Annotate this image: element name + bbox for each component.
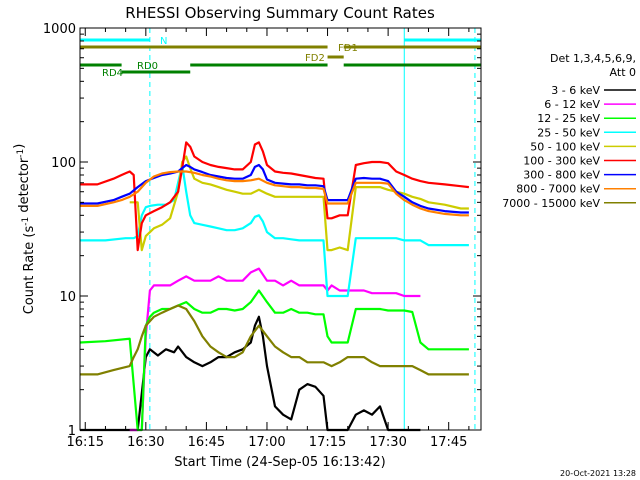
state-label-n: N <box>160 36 167 47</box>
x-tick-label: 17:45 <box>430 435 467 450</box>
y-tick-label: 1000 <box>43 22 76 37</box>
legend-label-300-800-kev: 300 - 800 keV <box>523 169 600 182</box>
y-axis-label: Count Rate (s-1 detector-1) <box>12 144 37 315</box>
legend-label-100-300-kev: 100 - 300 keV <box>523 155 600 168</box>
legend-label-12-25-kev: 12 - 25 keV <box>537 112 600 125</box>
y-tick-label: 10 <box>59 290 76 305</box>
x-tick-label: 17:00 <box>248 435 285 450</box>
x-axis-label: Start Time (24-Sep-05 16:13:42) <box>174 455 385 470</box>
x-tick-label: 16:45 <box>188 435 225 450</box>
legend-subtitle: Att 0 <box>610 66 636 79</box>
legend-label-50-100-kev: 50 - 100 keV <box>530 140 600 153</box>
series-300-800-kev <box>80 163 469 214</box>
instrument-state-bars: N FD1 FD2 RD0 RD4 <box>80 36 481 79</box>
legend-label-7000-15000-kev: 7000 - 15000 keV <box>502 197 600 210</box>
series-25-50-kev <box>80 163 469 298</box>
x-tick-label: 17:15 <box>309 435 346 450</box>
legend-title: Det 1,3,4,5,6,9, <box>550 52 636 65</box>
series-3-6-kev <box>80 315 421 432</box>
state-label-fd1: FD1 <box>338 43 358 54</box>
plot-frame <box>79 27 482 431</box>
x-tick-label: 17:30 <box>369 435 406 450</box>
series-800-7000-kev <box>80 170 469 217</box>
state-label-rd0: RD0 <box>137 61 158 72</box>
legend-label-6-12-kev: 6 - 12 keV <box>544 98 600 111</box>
legend-label-3-6-kev: 3 - 6 keV <box>551 84 600 97</box>
x-tick-label: 16:30 <box>127 435 164 450</box>
state-label-fd2: FD2 <box>305 53 325 64</box>
series-6-12-kev <box>129 267 421 432</box>
footer-timestamp: 20-Oct-2021 13:28 <box>560 469 636 478</box>
x-tick-label: 16:15 <box>67 435 104 450</box>
series-100-300-kev <box>80 141 470 252</box>
y-tick-label: 100 <box>51 156 76 171</box>
y-tick-label: 1 <box>68 424 76 439</box>
series-12-25-kev <box>79 289 469 432</box>
plot-area <box>79 28 476 432</box>
legend-label-800-7000-kev: 800 - 7000 keV <box>516 183 600 196</box>
legend-label-25-50-kev: 25 - 50 keV <box>537 126 600 139</box>
axes: 16:15 16:30 16:45 17:00 17:15 17:30 17:45 1 10 10… <box>43 22 481 450</box>
series-7000-15000-kev <box>80 304 469 376</box>
chart-title: RHESSI Observing Summary Count Rates <box>125 4 435 22</box>
state-label-rd4: RD4 <box>102 68 123 79</box>
